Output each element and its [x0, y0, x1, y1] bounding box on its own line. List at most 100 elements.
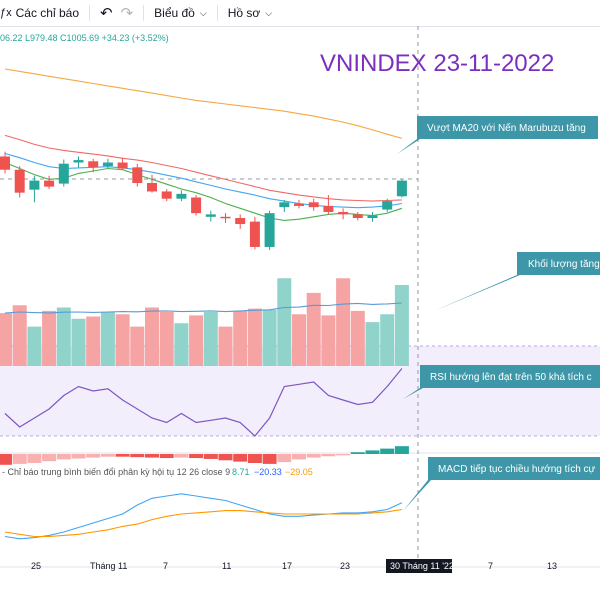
candles: [0, 151, 407, 250]
macd-histogram-bar: [174, 454, 189, 458]
volume-bar: [233, 310, 248, 366]
volume-bar: [306, 292, 321, 366]
macd-histogram-bar: [42, 454, 57, 462]
candle-body: [205, 214, 216, 217]
macd-histogram-bar: [115, 454, 130, 457]
volume-bar: [27, 326, 42, 366]
macd-histogram-bar: [0, 454, 12, 465]
profile-button[interactable]: Hồ sơ ⌵: [224, 0, 276, 26]
x-tick-label: 23: [340, 561, 350, 571]
macd-line: [4, 493, 403, 540]
candle-body: [308, 202, 319, 208]
volume-bar: [189, 315, 204, 366]
candle-body: [132, 167, 143, 184]
volume-bar: [145, 307, 159, 366]
volume-bar: [336, 278, 351, 366]
indicators-icon: ƒx: [0, 7, 12, 19]
indicators-label: Các chỉ báo: [15, 6, 79, 20]
volume-bar: [100, 312, 115, 366]
candle-body: [249, 221, 260, 247]
candle-body: [338, 211, 349, 215]
ma-red-line: [4, 134, 402, 202]
volume-bar: [174, 323, 189, 366]
toolbar-divider: [216, 5, 218, 21]
candle-body: [73, 160, 84, 163]
top-toolbar: ƒx Các chỉ báo ↶ ↷ Biểu đồ ⌵ Hồ sơ ⌵: [0, 0, 600, 27]
chevron-down-icon: ⌵: [199, 7, 207, 18]
volume-bar: [321, 315, 336, 366]
macd-histogram-bar: [365, 450, 380, 454]
macd-histogram-bar: [233, 454, 248, 462]
volume-bar: [262, 309, 277, 366]
moving-averages: [4, 68, 403, 221]
x-tick-label: 7: [163, 561, 168, 571]
volume-ma-layer: [4, 302, 402, 314]
callout-ma20-box: [397, 116, 598, 154]
candle-body: [176, 193, 187, 199]
candle-body: [191, 197, 202, 214]
x-axis-crosshair-badge: [386, 559, 452, 573]
x-axis[interactable]: 25 Tháng 11 7 11 17 23 30 Tháng 11 '22 7…: [31, 559, 557, 573]
macd-histogram-bar: [394, 446, 409, 454]
candle-body: [147, 183, 157, 192]
rsi-pane: [4, 368, 403, 437]
volume-bar: [203, 312, 218, 366]
chart-type-label: Biểu đồ: [154, 6, 195, 20]
volume-bar: [380, 314, 395, 366]
callout-rsi: RSI hướng lên đạt trên 50 khá tích c: [403, 365, 600, 399]
profile-label: Hồ sơ: [227, 6, 261, 20]
volume-bar: [86, 316, 101, 366]
x-axis-crosshair-label: 30 Tháng 11 '22: [390, 561, 454, 571]
volume-bar: [218, 326, 233, 366]
toolbar-divider: [89, 5, 90, 21]
x-tick-label: 13: [547, 561, 557, 571]
candle-body: [382, 201, 393, 210]
candle-body: [367, 215, 378, 218]
macd-legend-signal: −29.05: [285, 467, 313, 477]
indicators-button[interactable]: ƒx Các chỉ báo: [0, 0, 83, 26]
ma-green-line: [4, 161, 403, 221]
callout-macd: MACD tiếp tục chiều hướng tích cự: [403, 457, 600, 511]
macd-histogram-bar: [27, 454, 42, 463]
macd-histogram-bar: [292, 454, 306, 460]
x-tick-label: Tháng 11: [90, 561, 127, 571]
volume-bar: [292, 314, 306, 366]
callout-rsi-box: [403, 365, 600, 399]
undo-button[interactable]: ↶: [96, 0, 117, 26]
candle-body: [352, 214, 363, 218]
macd-histogram-bar: [71, 454, 86, 459]
callout-volume-text: Khối lượng tăng: [528, 258, 600, 270]
macd-histogram-bar: [130, 454, 145, 458]
candle-body: [294, 203, 304, 206]
candle-body: [102, 162, 113, 167]
candle-body: [323, 205, 334, 212]
macd-legend-macd: −20.33: [254, 467, 282, 477]
macd-legend-histogram: 8.71: [232, 467, 250, 477]
redo-button[interactable]: ↷: [117, 0, 138, 26]
chart-area[interactable]: 06.22 L979.48 C1005.69 +34.23 (+3.52%) V…: [0, 26, 600, 600]
candle-body: [235, 218, 246, 225]
volume-bar: [394, 285, 409, 366]
volume-bar: [42, 310, 57, 366]
volume-bar: [130, 326, 145, 366]
macd-histogram-bar: [306, 454, 321, 458]
volume-bar: [277, 278, 292, 366]
candle-body: [396, 180, 407, 197]
candle-body: [117, 162, 128, 169]
candle-body: [161, 191, 172, 199]
chart-type-button[interactable]: Biểu đồ ⌵: [150, 0, 211, 26]
callout-volume: Khối lượng tăng: [434, 252, 600, 311]
volume-bar: [0, 313, 12, 366]
candle-body: [279, 202, 290, 208]
volume-bar: [115, 314, 130, 366]
undo-icon: ↶: [100, 5, 113, 22]
macd-histogram-bar: [145, 454, 159, 458]
volume-bar: [350, 310, 365, 366]
macd-histogram-bar: [336, 454, 351, 456]
candle-body: [14, 169, 25, 193]
macd-histogram-bar: [100, 454, 115, 457]
x-tick-label: 7: [488, 561, 493, 571]
volume-bar: [247, 308, 262, 366]
candle-body: [88, 161, 99, 168]
callout-ma20-text: Vượt MA20 với Nến Marubuzu tăng: [427, 122, 586, 134]
